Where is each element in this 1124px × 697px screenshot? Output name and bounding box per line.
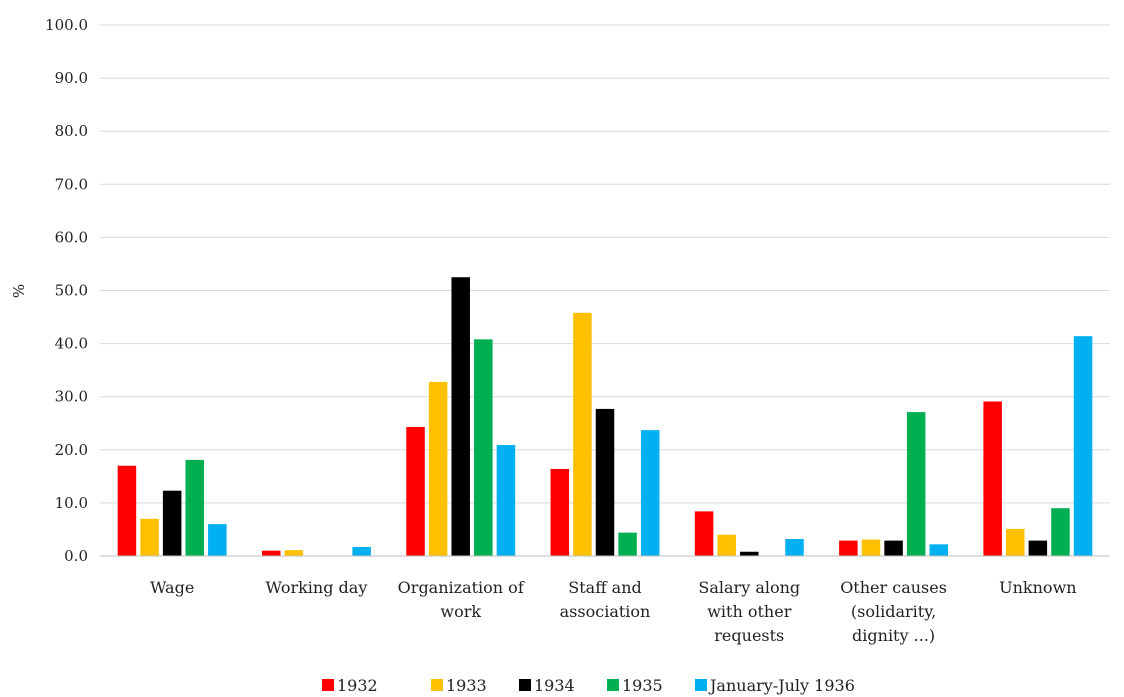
bar (428, 381, 448, 556)
bar (117, 465, 137, 556)
x-tick-label: dignity ...) (852, 626, 935, 645)
bar (1051, 508, 1070, 556)
bar (640, 430, 660, 556)
bar (573, 312, 592, 556)
legend-label: January-July 1936 (708, 676, 855, 695)
bar (261, 550, 281, 556)
x-tick-label: requests (714, 626, 784, 645)
bar (618, 532, 637, 556)
bar (550, 468, 570, 556)
bar (861, 539, 881, 556)
bar (839, 540, 858, 556)
bar (474, 339, 493, 556)
x-tick-label: Staff and (568, 578, 641, 597)
bar (496, 445, 516, 556)
y-tick-label: 50.0 (55, 282, 88, 300)
bar (284, 550, 304, 556)
y-axis: 0.0 10.0 20.0 30.0 40.0 50.0 60.0 70.0 80.0 90.0 1… (45, 16, 88, 565)
x-tick-label: Working day (265, 578, 367, 597)
bar (717, 534, 736, 556)
y-tick-label: 40.0 (55, 335, 88, 353)
legend-swatch (519, 679, 531, 691)
legend-swatch (431, 679, 443, 691)
bar (884, 540, 903, 556)
legend-swatch (695, 679, 707, 691)
y-tick-label: 20.0 (55, 441, 88, 459)
x-tick-label: Salary along (698, 578, 800, 597)
x-axis: Wage Working day Organization of work Staff … (100, 555, 1110, 645)
bar (906, 412, 926, 556)
bar (1028, 540, 1048, 556)
x-tick-label: Other causes (840, 578, 947, 597)
bar (208, 524, 227, 556)
y-tick-label: 60.0 (55, 228, 88, 246)
bar (140, 518, 159, 556)
legend-swatch (322, 679, 334, 691)
gridlines (100, 24, 1110, 504)
x-tick-label: with other (707, 602, 791, 621)
bar (929, 544, 949, 556)
bar (785, 539, 804, 556)
legend-swatch (607, 679, 619, 691)
x-tick-label: association (560, 602, 651, 621)
legend-label: 1934 (534, 676, 575, 695)
y-tick-label: 90.0 (55, 69, 88, 87)
bar (406, 426, 425, 556)
y-tick-label: 30.0 (55, 388, 88, 406)
x-tick-label: Wage (150, 578, 194, 597)
legend-label: 1932 (337, 676, 378, 695)
y-tick-label: 0.0 (64, 547, 88, 565)
y-tick-label: 10.0 (55, 494, 88, 512)
x-tick-label: Unknown (999, 578, 1076, 597)
y-axis-label: % (10, 284, 28, 298)
bar (185, 459, 204, 556)
legend-label: 1935 (622, 676, 663, 695)
bar (451, 277, 470, 556)
bar (740, 551, 759, 556)
y-tick-label: 80.0 (55, 122, 88, 140)
x-tick-label: (solidarity, (851, 602, 936, 621)
bar (595, 408, 615, 556)
y-tick-label: 70.0 (55, 175, 88, 193)
legend-label: 1933 (446, 676, 487, 695)
y-tick-label: 100.0 (45, 16, 88, 34)
bar (352, 546, 371, 556)
bar (694, 511, 714, 556)
x-tick-label: Organization of (398, 578, 525, 597)
x-tick-label: work (440, 602, 481, 621)
bar (1073, 336, 1093, 556)
bar (983, 401, 1002, 556)
bar (1006, 528, 1025, 556)
bars (117, 277, 1093, 556)
bar (162, 490, 182, 556)
legend: 1932 1933 1934 1935 January-July 1936 (322, 676, 855, 695)
